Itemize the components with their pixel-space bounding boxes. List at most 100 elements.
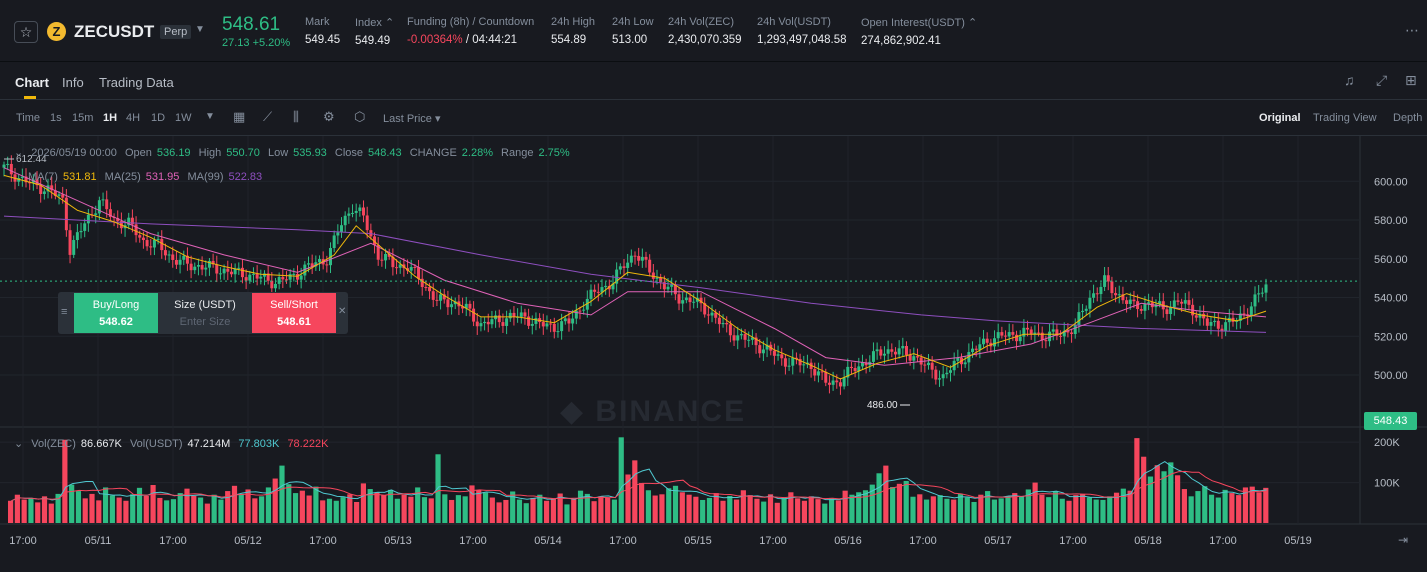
timeframe-1h[interactable]: 1H [103,112,118,124]
price-type-select[interactable]: Last Price ▾ [383,113,441,125]
buy-long-button[interactable]: Buy/Long 548.62 [74,293,158,333]
time-tick-label: 05/11 [85,535,112,547]
sell-short-button[interactable]: Sell/Short 548.61 [252,293,336,333]
last-price: 548.61 [222,14,281,35]
timeframe-1d[interactable]: 1D [151,112,166,124]
candle-body [97,200,101,214]
timeframe-dropdown-icon[interactable]: ▼ [205,111,215,122]
collapse-icon[interactable]: ⌄ [14,147,24,159]
candle-body [1066,330,1070,333]
more-icon[interactable]: ⋯ [1405,22,1419,38]
tab-chart[interactable]: Chart [15,75,49,90]
volume-bar [204,503,210,523]
view-trading-view[interactable]: Trading View [1313,112,1377,124]
settings-icon[interactable]: ⚙ [323,109,335,124]
candle-body [365,215,369,231]
volume-bar [102,487,109,523]
timeframe-1s[interactable]: 1s [50,112,62,124]
candle-body [659,277,663,283]
volume-bar [1025,489,1031,523]
volume-bar [862,490,869,523]
time-tick-label: 05/15 [684,535,712,547]
candle-body [332,235,336,249]
volume-bar [611,499,618,523]
volume-ma1-line [11,461,1267,502]
volume-bar [747,495,753,523]
view-depth[interactable]: Depth [1393,112,1423,124]
tab-trading-data[interactable]: Trading Data [99,75,174,90]
moving-average-lines [0,167,1360,380]
candle-body [373,236,377,245]
timeframe-time[interactable]: Time [16,112,41,124]
chart-type-icon[interactable]: ⫼ [293,109,299,124]
volume-bar [306,495,312,523]
layout-grid-icon[interactable]: ⊞ [1405,72,1417,88]
timeframe-15m[interactable]: 15m [72,112,94,124]
size-input[interactable]: Size (USDT) Enter Size [158,293,252,333]
volume-bar [374,492,380,523]
stat-open-interest[interactable]: Open Interest(USDT) ⌃ 274,862,902.41 [861,16,977,47]
ma-legend[interactable]: MA(7) 531.81 MA(25) 531.95 MA(99) 522.83 [28,171,263,183]
candle-body [174,259,178,265]
volume-bar [985,491,991,523]
volume-bar [781,497,787,523]
candle-body [1092,293,1096,298]
volume-bar [1263,487,1269,523]
volume-legend[interactable]: ⌄ Vol(ZEC) 86.667K Vol(USDT) 47.214M 77.80… [14,438,329,450]
calendar-icon[interactable]: ▦ [233,109,246,124]
price-chart[interactable]: 600.00 580.00 560.00 540.00 520.00 500.00 200K… [0,136,1427,572]
candle-body [871,351,875,362]
stat-index[interactable]: Index ⌃ 549.49 [355,16,394,47]
candle-body [130,217,134,225]
volume-bar [693,496,699,523]
timeframe-1w[interactable]: 1W [175,112,192,124]
volume-bar [1127,490,1133,523]
candle-body [633,255,637,257]
sell-price: 548.61 [277,316,311,328]
candle-body [222,268,226,274]
candle-body [926,362,930,366]
candle-body [560,321,564,332]
volume-bar [279,465,285,523]
candle-body [780,354,784,359]
candle-body [1169,307,1173,315]
chart-area[interactable]: 600.00 580.00 560.00 540.00 520.00 500.00 200K… [0,136,1427,572]
volume-bar [632,460,638,523]
fullscreen-icon[interactable]: ⤢ [1376,72,1388,88]
volume-bar [1039,494,1045,523]
funding-rate: -0.00364% [407,34,463,46]
volume-bar [849,494,855,523]
candle-body [974,348,978,350]
candle-body [897,348,901,355]
volume-bar [503,499,509,523]
drag-handle-icon[interactable]: ≡ [61,306,68,318]
close-icon[interactable]: ✕ [338,306,347,317]
indicator-icon[interactable]: ⟋ [263,109,273,124]
candle-body [200,265,204,270]
timeframe-4h[interactable]: 4H [126,112,141,124]
candle-body [288,274,292,280]
volume-bar [1086,497,1092,523]
candle-body [714,312,718,318]
view-original[interactable]: Original [1259,112,1301,124]
bell-icon[interactable]: ♫ [1344,72,1355,88]
candle-body [816,371,820,376]
candle-body [362,207,366,216]
candle-body [1158,301,1162,305]
volume-bar [347,494,353,523]
volume-bar [75,491,82,523]
symbol-dropdown-icon[interactable]: ▼ [195,24,205,35]
volume-bar [211,494,217,523]
favorite-star-icon[interactable]: ☆ [14,21,38,43]
candle-body [1209,322,1213,326]
candle-body [83,223,87,231]
candle-body [967,352,971,363]
symbol-name[interactable]: ZECUSDT [74,22,155,41]
tab-info[interactable]: Info [62,75,84,90]
candle-body [46,185,50,192]
volume-bar [55,493,61,523]
time-tick-label: 17:00 [609,535,637,547]
candle-body [354,210,358,213]
collapse-icon[interactable]: ⌄ [14,438,24,450]
drawing-tools-icon[interactable]: ⬡ [354,109,366,124]
